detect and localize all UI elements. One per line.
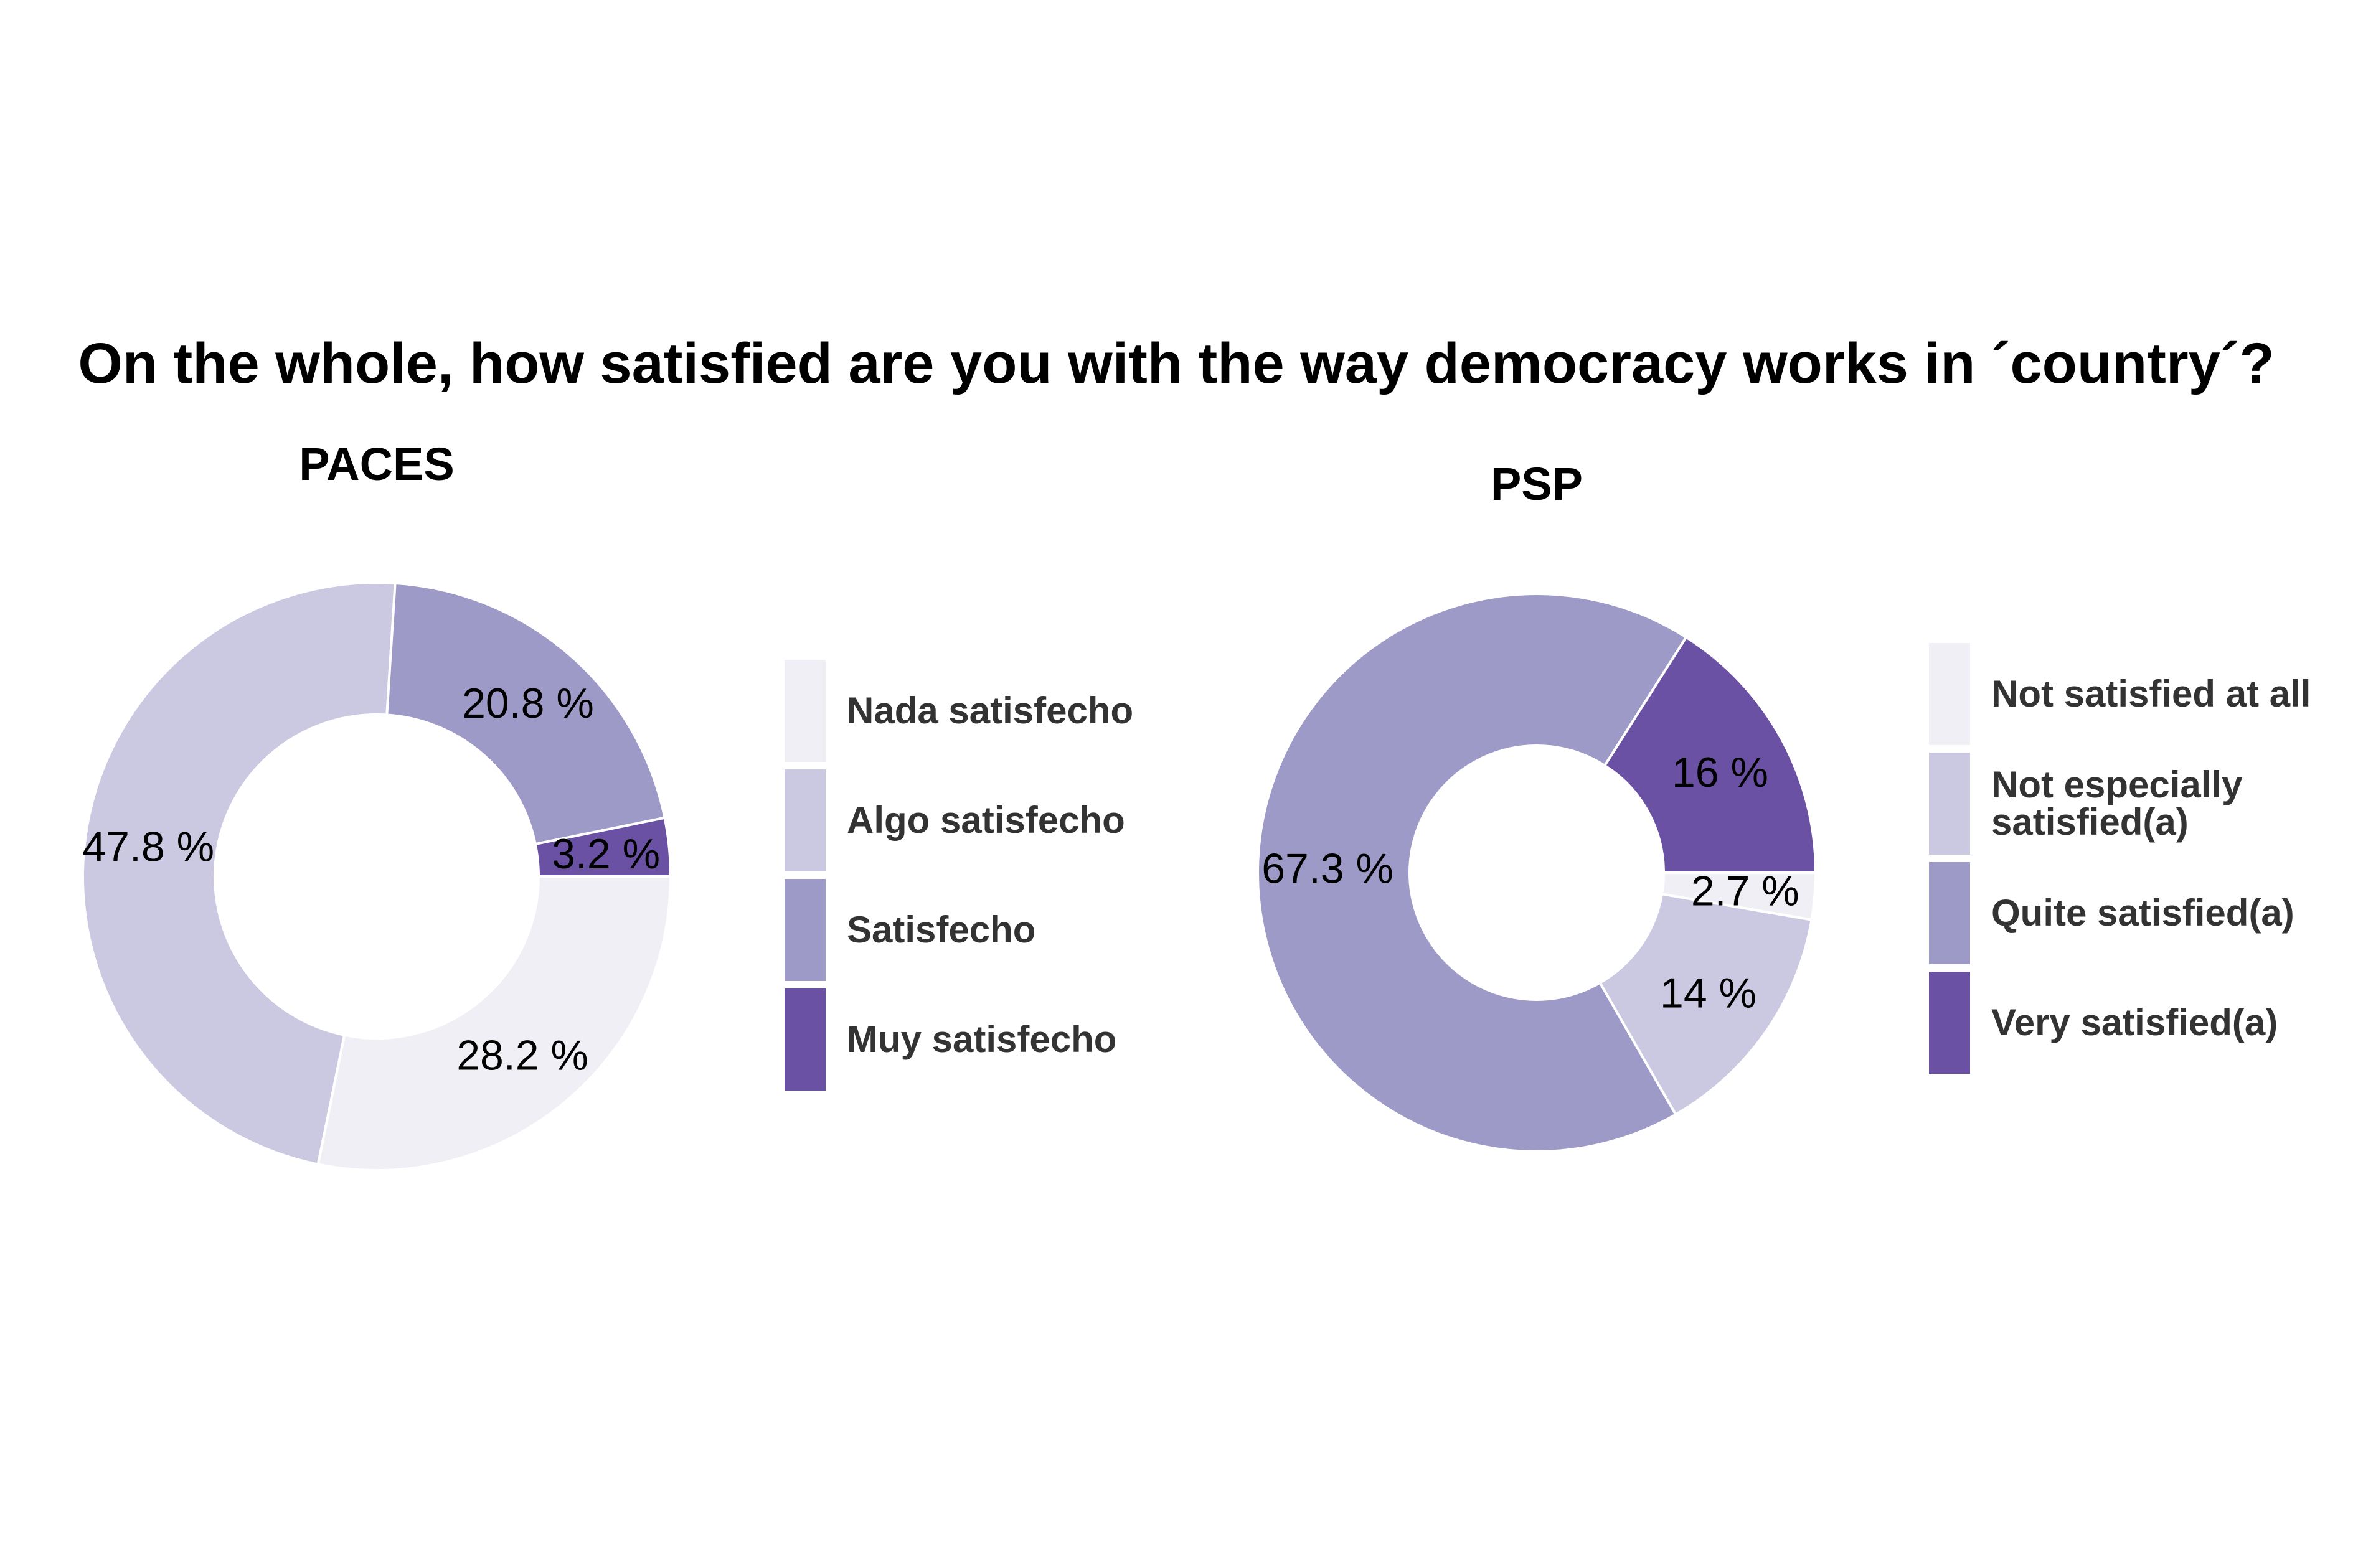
slice-label-muy-satisfecho: 3.2 % <box>552 830 660 878</box>
panel-psp: PSP 2.7 % 14 % 67.3 % 16 % Not satisfied at… <box>1257 458 2311 1153</box>
donut-paces: 28.2 % 47.8 % 20.8 % 3.2 % <box>82 581 672 1171</box>
legend-label-muy-satisfecho: Muy satisfecho <box>847 1018 1116 1060</box>
legend-key-not-satisfied-at-all <box>1929 643 1970 745</box>
legend-label-not-especially-satisfied-a-line-1: Not especially <box>1991 764 2243 805</box>
slice-not-especially-satisfied-a <box>1598 893 1813 1117</box>
main-title: On the whole, how satisfied are you with… <box>78 332 2274 395</box>
slice-label-nada-satisfecho: 28.2 % <box>456 1032 588 1079</box>
legend-label-quite-satisfied-a: Quite satisfied(a) <box>1991 892 2294 934</box>
legend-label-algo-satisfecho: Algo satisfecho <box>847 799 1125 841</box>
slice-label-satisfecho: 20.8 % <box>462 680 594 727</box>
slice-label-very-satisfied-a: 16 % <box>1672 749 1768 796</box>
slice-label-quite-satisfied-a: 67.3 % <box>1261 845 1393 893</box>
slice-algo-satisfecho <box>82 581 397 1166</box>
legend-key-muy-satisfecho <box>785 988 826 1091</box>
slice-label-not-satisfied-at-all: 2.7 % <box>1691 867 1799 914</box>
slice-label-not-especially-satisfied-a: 14 % <box>1660 969 1756 1016</box>
legend-key-quite-satisfied-a <box>1929 862 1970 964</box>
legend-key-satisfecho <box>785 879 826 981</box>
slice-very-satisfied-a <box>1603 635 1818 874</box>
legend-key-very-satisfied-a <box>1929 972 1970 1074</box>
panel-title-psp: PSP <box>1491 458 1583 510</box>
legend-label-not-especially-satisfied-a-line-2: satisfied(a) <box>1991 801 2189 843</box>
legend-label-not-satisfied-at-all: Not satisfied at all <box>1991 673 2311 715</box>
panel-title-paces: PACES <box>299 438 454 490</box>
legend-key-algo-satisfecho <box>785 769 826 871</box>
legend-key-not-especially-satisfied-a <box>1929 753 1970 855</box>
legend-psp: Not satisfied at all Not especiallysatisf… <box>1929 643 2311 1074</box>
slice-label-algo-satisfecho: 47.8 % <box>82 823 214 870</box>
legend-label-very-satisfied-a: Very satisfied(a) <box>1991 1002 2278 1043</box>
slice-nada-satisfecho <box>316 875 672 1171</box>
legend-paces: Nada satisfecho Algo satisfecho Satisfecho… <box>785 660 1133 1091</box>
slice-satisfecho <box>385 581 666 846</box>
slice-muy-satisfecho <box>534 816 672 878</box>
legend-label-satisfecho: Satisfecho <box>847 909 1035 951</box>
legend-label-nada-satisfecho: Nada satisfecho <box>847 690 1133 731</box>
panel-paces: PACES 28.2 % 47.8 % 20.8 % 3.2 % Nada satis… <box>82 438 1133 1171</box>
legend-key-nada-satisfecho <box>785 660 826 762</box>
donut-psp: 2.7 % 14 % 67.3 % 16 % <box>1257 593 1818 1153</box>
slice-quite-satisfied-a <box>1257 593 1688 1153</box>
